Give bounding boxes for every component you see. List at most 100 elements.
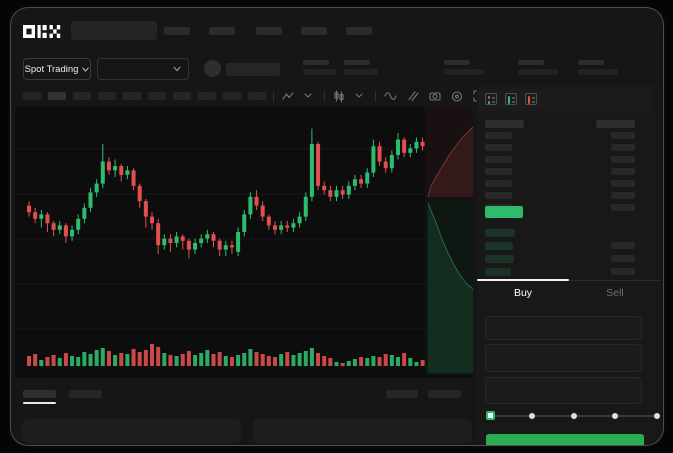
- candle-type-icon[interactable]: [333, 90, 345, 108]
- stat-value-placeholder: [578, 69, 618, 75]
- bid-row[interactable]: [477, 268, 661, 277]
- timeframe-button-placeholder[interactable]: [248, 92, 266, 100]
- bid-row[interactable]: [477, 229, 661, 238]
- stat-label-placeholder: [578, 60, 604, 65]
- camera-icon[interactable]: [429, 90, 441, 108]
- stat-label-placeholder: [344, 60, 370, 65]
- ask-row[interactable]: [477, 156, 661, 164]
- timeframe-button-placeholder[interactable]: [98, 92, 116, 100]
- ask-amount-bar: [611, 132, 635, 139]
- ask-price-bar: [485, 192, 512, 199]
- toolbar-divider: [375, 91, 376, 102]
- okx-logo[interactable]: [23, 24, 65, 39]
- tab-sell[interactable]: Sell: [606, 287, 624, 299]
- bid-price-bar: [485, 242, 513, 250]
- stat-value-placeholder: [344, 69, 378, 75]
- chart-pane: [15, 107, 474, 378]
- ask-amount-bar: [611, 156, 635, 163]
- bottom-tab-placeholder[interactable]: [69, 390, 102, 398]
- stat-value-placeholder: [518, 69, 558, 75]
- ask-row[interactable]: [477, 144, 661, 152]
- nav-item-placeholder[interactable]: [346, 27, 372, 35]
- stat-value-placeholder: [444, 69, 484, 75]
- ask-price-bar: [485, 132, 512, 139]
- search-input[interactable]: [71, 21, 157, 40]
- bottom-control-placeholder[interactable]: [386, 390, 418, 398]
- stat-label-placeholder: [444, 60, 470, 65]
- timeframe-button-placeholder[interactable]: [73, 92, 91, 100]
- buy-submit-button[interactable]: [486, 434, 644, 445]
- timeframe-button-placeholder[interactable]: [123, 92, 141, 100]
- ask-row[interactable]: [477, 180, 661, 188]
- chevron-down-icon[interactable]: [355, 90, 363, 108]
- pair-name-placeholder: [226, 63, 280, 76]
- amount-slider-handle[interactable]: [486, 411, 495, 420]
- candles-layer: [27, 128, 425, 259]
- ask-row[interactable]: [477, 168, 661, 176]
- ask-amount-bar: [611, 204, 635, 211]
- book-bids-icon[interactable]: [505, 93, 517, 105]
- ask-row[interactable]: [477, 132, 661, 140]
- stat-value-placeholder: [303, 69, 337, 75]
- timeframe-button-placeholder[interactable]: [173, 92, 191, 100]
- line-style-icon[interactable]: [282, 90, 294, 108]
- book-asks-icon[interactable]: [525, 93, 537, 105]
- app-window: Spot Trading Buy: [10, 7, 664, 446]
- bid-amount-bar: [611, 255, 635, 262]
- timeframe-button-placeholder[interactable]: [48, 92, 66, 100]
- token-avatar: [204, 60, 221, 77]
- depth-overlay: [425, 107, 474, 375]
- tab-buy[interactable]: Buy: [513, 287, 533, 299]
- side-tabs: Buy Sell: [477, 279, 661, 306]
- orderbook-price-header: [485, 120, 524, 128]
- nav-item-placeholder[interactable]: [256, 27, 282, 35]
- chevron-down-icon: [82, 66, 90, 72]
- bottom-tab-placeholder[interactable]: [23, 390, 56, 398]
- bottom-control-placeholder[interactable]: [428, 390, 461, 398]
- bid-amount-bar: [611, 268, 635, 275]
- history-panel-placeholder: [253, 419, 472, 443]
- order-input-field[interactable]: [485, 316, 642, 340]
- chevron-down-icon[interactable]: [304, 90, 312, 108]
- compare-icon[interactable]: [407, 90, 419, 108]
- ask-amount-bar: [611, 192, 635, 199]
- toolbar-divider: [324, 91, 325, 102]
- pair-selector[interactable]: [97, 58, 189, 80]
- indicator-wave-icon[interactable]: [384, 90, 397, 108]
- nav-item-placeholder[interactable]: [209, 27, 235, 35]
- slider-stop-dot[interactable]: [570, 413, 577, 419]
- nav-item-placeholder[interactable]: [301, 27, 327, 35]
- ask-price-bar: [485, 156, 512, 163]
- slider-stop-dot[interactable]: [654, 413, 660, 419]
- ask-amount-bar: [611, 180, 635, 187]
- orderbook-amount-header: [596, 120, 635, 128]
- trade-sidebar: Buy Sell: [477, 85, 661, 445]
- slider-stop-dot[interactable]: [612, 413, 619, 419]
- timeframe-button-placeholder[interactable]: [148, 92, 166, 100]
- last-price-badge[interactable]: [485, 206, 523, 218]
- bid-row[interactable]: [477, 255, 661, 264]
- bid-price-bar: [485, 268, 511, 276]
- ask-price-bar: [485, 144, 512, 151]
- orders-panel-placeholder: [22, 419, 241, 443]
- timeframe-button-placeholder[interactable]: [223, 92, 241, 100]
- timeframe-button-placeholder[interactable]: [198, 92, 216, 100]
- chart-toolbar: [11, 87, 663, 109]
- order-input-field[interactable]: [485, 377, 642, 404]
- book-combined-icon[interactable]: [485, 93, 497, 105]
- ask-row[interactable]: [477, 192, 661, 200]
- toolbar-divider: [273, 91, 274, 102]
- ask-amount-bar: [611, 168, 635, 175]
- stat-label-placeholder: [518, 60, 544, 65]
- order-input-field[interactable]: [485, 344, 642, 372]
- market-type-selector[interactable]: Spot Trading: [23, 58, 91, 80]
- nav-item-placeholder[interactable]: [164, 27, 190, 35]
- timeframe-button-placeholder[interactable]: [23, 92, 41, 100]
- settings-icon[interactable]: [451, 90, 463, 108]
- bid-row[interactable]: [477, 242, 661, 251]
- candlestick-chart[interactable]: [15, 107, 474, 378]
- ask-amount-bar: [611, 144, 635, 151]
- slider-stop-dot[interactable]: [528, 413, 535, 419]
- active-tab-indicator: [477, 279, 569, 281]
